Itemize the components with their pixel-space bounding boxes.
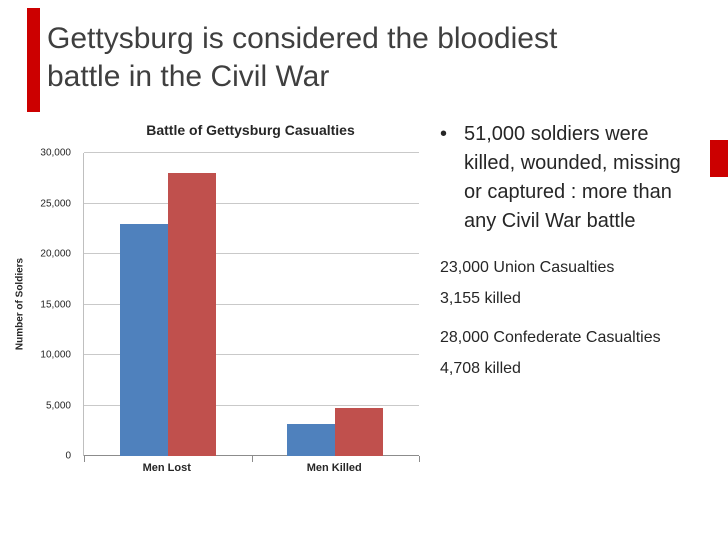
- red-accent-bar-right: [710, 140, 728, 177]
- gridline: [84, 303, 419, 305]
- x-axis-tick: [251, 456, 253, 462]
- bar-confederate-men-lost: [167, 173, 216, 456]
- gridline: [84, 202, 419, 204]
- gridline: [84, 253, 419, 254]
- slide-title: Gettysburg is considered the bloodiest b…: [47, 20, 707, 96]
- y-tick-label: 20,000: [40, 248, 71, 260]
- bar-group-men-lost: [84, 153, 252, 456]
- x-axis-tick: [84, 456, 85, 462]
- gridline: [84, 152, 419, 153]
- chart-title: Battle of Gettysburg Casualties: [146, 122, 355, 138]
- chart-plot-area: [83, 152, 420, 462]
- slide-title-line-1: Gettysburg is considered the bloodiest: [47, 22, 558, 55]
- gridline: [84, 354, 419, 355]
- stat-confederate-casualties: 28,000 Confederate Casualties: [440, 329, 661, 346]
- x-category-label: Men Killed: [306, 462, 362, 474]
- bullet-text: 51,000 soldiers were killed, wounded, mi…: [464, 123, 681, 232]
- casualties-bar-chart: Battle of Gettysburg Casualties Number o…: [6, 116, 420, 496]
- x-axis-tick: [419, 456, 420, 462]
- red-accent-bar-left: [27, 8, 40, 112]
- gridline: [84, 404, 419, 406]
- y-tick-label: 5,000: [45, 400, 71, 411]
- stat-union-killed: 3,155 killed: [440, 290, 521, 307]
- bar-groups: [84, 153, 419, 456]
- x-category-label: Men Lost: [142, 462, 191, 474]
- y-axis-tick-labels: 0 5,000 10,000 15,000 20,000 25,000 30,000: [6, 148, 77, 462]
- x-axis-category-labels: Men Lost Men Killed: [83, 462, 418, 474]
- bar-union-men-lost: [119, 223, 168, 456]
- casualty-stats: 23,000 Union Casualties 3,155 killed 28,…: [440, 258, 710, 390]
- y-tick-label: 30,000: [40, 147, 71, 159]
- y-tick-label: 15,000: [40, 299, 71, 310]
- y-tick-label: 10,000: [40, 349, 71, 361]
- bullet-marker: •: [440, 123, 448, 145]
- y-tick-label: 25,000: [40, 198, 71, 209]
- bar-group-men-killed: [252, 153, 420, 456]
- y-tick-label: 0: [65, 450, 71, 462]
- bullet-item: • 51,000 soldiers were killed, wounded, …: [440, 120, 702, 236]
- bar-confederate-men-killed: [335, 408, 384, 456]
- stat-union-casualties: 23,000 Union Casualties: [440, 259, 615, 276]
- stat-confederate-killed: 4,708 killed: [440, 360, 521, 377]
- slide-title-line-2: battle in the Civil War: [47, 60, 330, 93]
- gridline: [84, 455, 419, 456]
- bar-union-men-killed: [287, 424, 336, 456]
